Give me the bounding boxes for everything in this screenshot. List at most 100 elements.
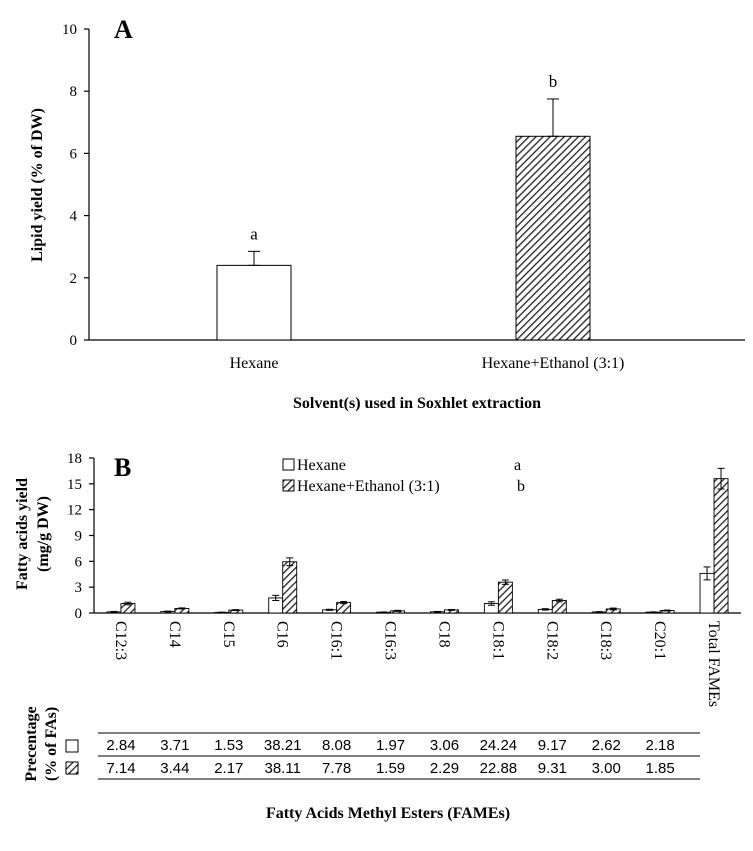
panel-b-error-bar-c14-hexane-ethanol-3-1 bbox=[178, 607, 186, 610]
table-cell: 24.24 bbox=[480, 737, 518, 754]
panel-b-category-label: C15 bbox=[220, 621, 237, 648]
percentage-table: Precentage (% of FAs) 2.84 3.71 1.53 38.21 8… bbox=[23, 706, 700, 782]
legend-swatch-hexane-ethanol bbox=[282, 479, 295, 492]
panel-b-y-tick-label: 18 bbox=[67, 451, 82, 467]
table-cell: 8.08 bbox=[322, 737, 351, 754]
table-cell: 38.11 bbox=[264, 760, 300, 777]
table-cell: 3.71 bbox=[160, 737, 189, 754]
panel-b-y-tick-label: 0 bbox=[75, 606, 83, 622]
panel-b-category-label: C14 bbox=[166, 621, 183, 648]
panel-a-x-axis-title: Solvent(s) used in Soxhlet extraction bbox=[293, 395, 541, 412]
panel-b-y-tick-label: 3 bbox=[75, 580, 83, 596]
table-cell: 7.14 bbox=[106, 760, 135, 777]
panel-b-error-bar-c16-hexane-ethanol-3-1 bbox=[286, 557, 294, 567]
table-cell: 2.17 bbox=[214, 760, 243, 777]
panel-b-y-tick-label: 9 bbox=[75, 529, 83, 545]
panel-a-category-labels: Hexane Hexane+Ethanol (3:1) bbox=[230, 355, 625, 372]
panel-b-error-bar-c15-hexane bbox=[218, 611, 226, 614]
table-swatch-hexane-ethanol bbox=[65, 761, 79, 775]
svg-text:(mg/g DW): (mg/g DW) bbox=[35, 496, 52, 572]
panel-b-bar-c18-1-hexane-ethanol-3-1 bbox=[497, 581, 513, 614]
svg-text:Hexane+Ethanol (3:1): Hexane+Ethanol (3:1) bbox=[297, 478, 440, 495]
table-cell: 2.29 bbox=[430, 760, 459, 777]
panel-b-y-axis-title: Fatty acids yield (mg/g DW) bbox=[14, 478, 52, 590]
panel-b-error-bar-total-fames-hexane bbox=[703, 566, 711, 581]
table-cell: 1.53 bbox=[214, 737, 243, 754]
table-cell: 2.62 bbox=[592, 737, 621, 754]
panel-b-error-bar-c20-1-hexane-ethanol-3-1 bbox=[663, 609, 671, 612]
panel-b-error-bar-c16-1-hexane-ethanol-3-1 bbox=[340, 601, 348, 605]
legend-item-hexane: Hexane a bbox=[282, 457, 521, 474]
panel-b-category-label: C16:3 bbox=[382, 621, 399, 660]
panel-b-error-bar-c16-hexane bbox=[272, 594, 280, 602]
svg-text:b: b bbox=[517, 478, 525, 495]
table-swatch-hexane bbox=[65, 739, 79, 753]
panel-a-category-label: Hexane bbox=[230, 355, 279, 372]
panel-a-y-tick-label: 2 bbox=[70, 271, 78, 287]
panel-a-bar-hexane bbox=[216, 264, 292, 341]
panel-b-category-label: C18:3 bbox=[597, 621, 614, 660]
panel-b-category-label: C12:3 bbox=[112, 621, 129, 660]
panel-b-category-labels: C12:3 C14 C15 C16 C16:1 C16:3 C18 C18:1 C18:2 C18… bbox=[112, 621, 722, 707]
panel-a-bar-hexane-ethanol-3-1 bbox=[515, 135, 591, 341]
table-cell: 2.84 bbox=[106, 737, 135, 754]
panel-b-error-bar-c14-hexane bbox=[164, 610, 172, 613]
panel-b-error-bar-c18-3-hexane-ethanol-3-1 bbox=[609, 607, 617, 611]
panel-b-y-tick-label: 12 bbox=[67, 503, 82, 519]
panel-b-bar-c18-2-hexane-ethanol-3-1 bbox=[551, 600, 567, 614]
panel-b-chart: 0 3 6 9 12 15 18 B Fatty acids yield (mg/g DW)… bbox=[14, 451, 741, 822]
panel-a-label: A bbox=[114, 15, 133, 44]
panel-b-error-bar-c16-1-hexane bbox=[326, 608, 334, 611]
panel-a-significance-letter: b bbox=[549, 72, 558, 91]
panel-a-y-tick-label: 6 bbox=[70, 146, 78, 162]
panel-b-error-bar-c18-1-hexane-ethanol-3-1 bbox=[501, 579, 509, 585]
panel-b-error-bar-c18-1-hexane bbox=[487, 601, 495, 606]
panel-b-error-bar-c16-3-hexane-ethanol-3-1 bbox=[394, 609, 402, 612]
panel-a-y-tick-label: 0 bbox=[70, 333, 78, 349]
legend-swatch-hexane bbox=[282, 458, 295, 471]
panel-b-category-label: C18:1 bbox=[489, 621, 506, 660]
panel-b-bar-c16-hexane-ethanol-3-1 bbox=[282, 561, 298, 614]
table-cell: 3.44 bbox=[160, 760, 189, 777]
panel-b-error-bar-c12-3-hexane bbox=[110, 610, 118, 613]
table-cell: 1.59 bbox=[376, 760, 405, 777]
panel-b-error-bar-c18-hexane bbox=[433, 610, 441, 613]
table-cell: 3.00 bbox=[592, 760, 621, 777]
panel-a-error-bar-hexane-ethanol-3-1 bbox=[547, 98, 559, 137]
panel-b-category-label: C18 bbox=[435, 621, 452, 648]
panel-a-y-axis: 0 2 4 6 8 10 bbox=[62, 22, 90, 349]
panel-b-bar-total-fames-hexane-ethanol-3-1 bbox=[713, 478, 729, 614]
svg-text:Hexane: Hexane bbox=[297, 457, 346, 474]
svg-text:a: a bbox=[514, 457, 521, 474]
panel-b-error-bar-c18-2-hexane bbox=[541, 608, 549, 611]
panel-b-error-bar-c20-1-hexane bbox=[649, 611, 657, 613]
legend-item-hexane-ethanol: Hexane+Ethanol (3:1) b bbox=[282, 478, 525, 495]
panel-a-y-axis-title: Lipid yield (% of DW) bbox=[29, 108, 46, 262]
svg-text:(% of FAs): (% of FAs) bbox=[43, 707, 60, 781]
panel-a-y-tick-label: 4 bbox=[70, 209, 78, 225]
panel-b-bars bbox=[106, 467, 729, 614]
table-cell: 38.21 bbox=[264, 737, 302, 754]
panel-a-bars: ab bbox=[216, 72, 591, 341]
table-cell: 9.31 bbox=[538, 760, 567, 777]
panel-b-error-bar-c18-hexane-ethanol-3-1 bbox=[447, 608, 455, 611]
panel-b-bar-c16-1-hexane-ethanol-3-1 bbox=[336, 602, 352, 614]
panel-b-error-bar-c18-2-hexane-ethanol-3-1 bbox=[555, 598, 563, 603]
panel-b-category-label: C16 bbox=[274, 621, 291, 648]
panel-b-y-tick-label: 6 bbox=[75, 554, 83, 570]
table-cell: 1.85 bbox=[646, 760, 675, 777]
panel-b-error-bar-c16-3-hexane bbox=[380, 611, 388, 613]
panel-a-category-label: Hexane+Ethanol (3:1) bbox=[482, 355, 625, 372]
panel-b-category-label: C20:1 bbox=[651, 621, 668, 660]
table-cell: 7.78 bbox=[322, 760, 351, 777]
panel-b-y-axis: 0 3 6 9 12 15 18 bbox=[67, 451, 95, 622]
panel-b-error-bar-c18-3-hexane bbox=[595, 611, 603, 613]
svg-text:Precentage: Precentage bbox=[23, 706, 40, 781]
panel-b-category-label: C16:1 bbox=[328, 621, 345, 660]
panel-b-category-label: Total FAMEs bbox=[705, 621, 722, 707]
panel-a-significance-letter: a bbox=[250, 224, 258, 243]
table-cell: 2.18 bbox=[646, 737, 675, 754]
panel-a-y-tick-label: 10 bbox=[62, 22, 77, 38]
